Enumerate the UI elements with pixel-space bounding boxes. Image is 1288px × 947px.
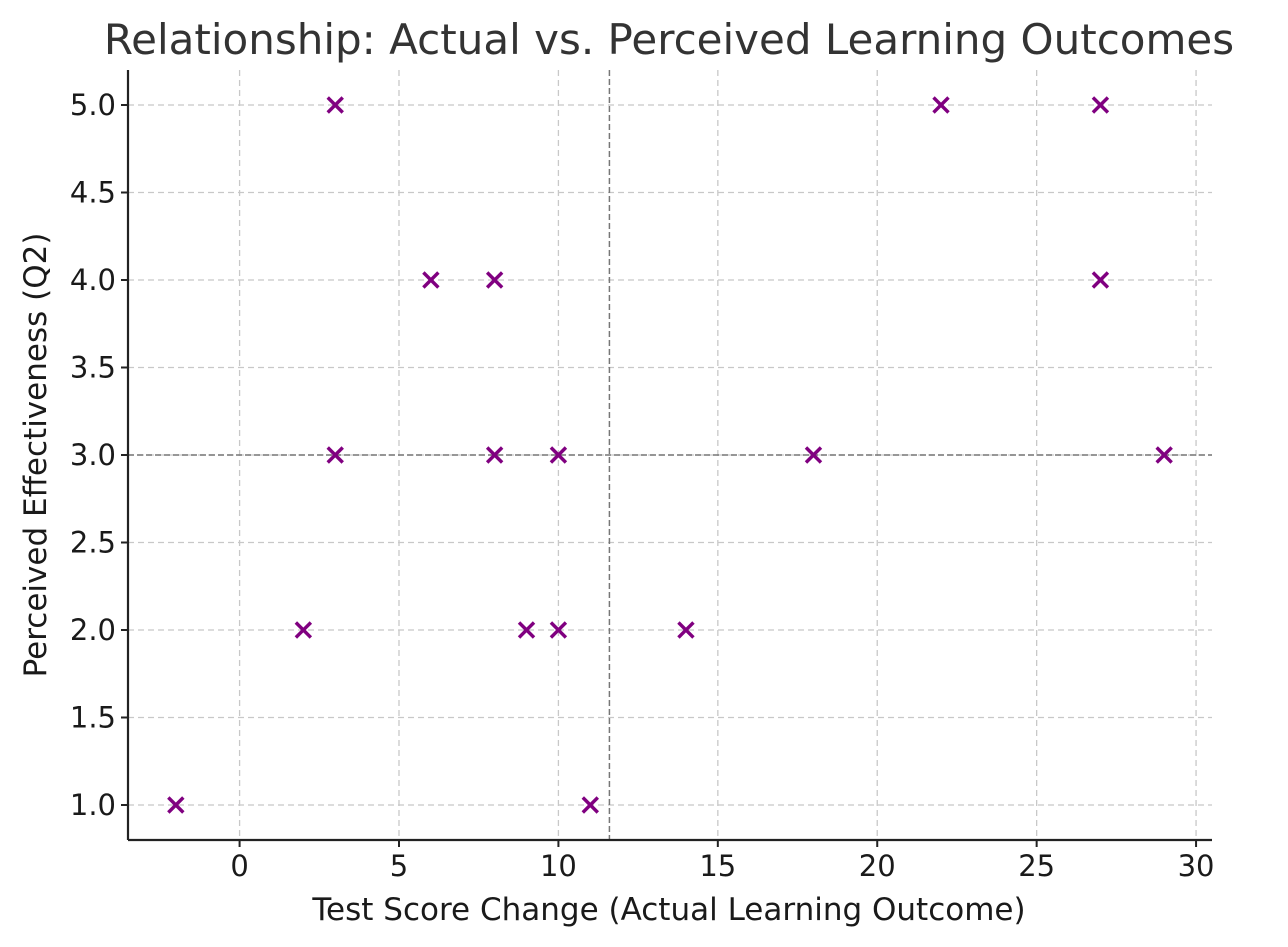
reference-lines — [128, 70, 1212, 840]
y-tick-label: 5.0 — [70, 88, 116, 122]
data-point — [804, 446, 823, 464]
x-tick-label: 5 — [390, 849, 408, 883]
y-tick-label: 2.0 — [70, 613, 116, 647]
marker-stroke — [1091, 96, 1110, 114]
marker-stroke — [422, 271, 440, 289]
chart-title: Relationship: Actual vs. Perceived Learn… — [104, 15, 1234, 64]
x-tick-label: 25 — [1018, 849, 1055, 883]
marker-stroke — [517, 621, 536, 639]
x-tick-label: 30 — [1178, 849, 1215, 883]
marker-stroke — [677, 621, 695, 639]
y-tick-label: 1.5 — [70, 701, 116, 735]
marker-stroke — [326, 96, 344, 114]
marker-stroke — [485, 446, 504, 464]
data-point — [1155, 446, 1173, 464]
data-point — [549, 446, 568, 464]
marker-stroke — [549, 446, 568, 464]
data-point — [581, 796, 599, 814]
data-point — [932, 96, 950, 114]
data-point — [517, 621, 536, 639]
data-points — [167, 96, 1173, 814]
x-tick-label: 10 — [540, 849, 577, 883]
marker-stroke — [1155, 446, 1173, 464]
marker-stroke — [167, 796, 185, 814]
marker-stroke — [294, 621, 313, 639]
y-tick-label: 2.5 — [70, 526, 116, 560]
y-tick-label: 1.0 — [70, 788, 116, 822]
marker-stroke — [326, 446, 344, 464]
y-tick-label: 3.5 — [70, 351, 116, 385]
ticks: 0 5 10 15 20 25 30 1.0 1.5 2.0 2.5 3.0 3.5 4.0 4.5 5.0 — [70, 88, 1215, 883]
y-tick-label: 4.0 — [70, 263, 116, 297]
marker-stroke — [804, 446, 823, 464]
data-point — [485, 271, 504, 289]
data-point — [167, 796, 185, 814]
y-tick-label: 4.5 — [70, 176, 116, 210]
y-tick-label: 3.0 — [70, 438, 116, 472]
data-point — [1091, 96, 1110, 114]
data-point — [326, 446, 344, 464]
data-point — [677, 621, 695, 639]
y-axis-label: Perceived Effectiveness (Q2) — [18, 233, 54, 678]
data-point — [1091, 271, 1110, 289]
data-point — [485, 446, 504, 464]
data-point — [422, 271, 440, 289]
marker-stroke — [581, 796, 599, 814]
marker-stroke — [932, 96, 950, 114]
data-point — [294, 621, 313, 639]
data-point — [549, 621, 568, 639]
x-axis-label: Test Score Change (Actual Learning Outco… — [311, 892, 1025, 928]
x-tick-label: 0 — [230, 849, 248, 883]
data-point — [326, 96, 344, 114]
marker-stroke — [485, 271, 504, 289]
marker-stroke — [549, 621, 568, 639]
x-tick-label: 20 — [859, 849, 896, 883]
x-tick-label: 15 — [699, 849, 736, 883]
marker-stroke — [1091, 271, 1110, 289]
